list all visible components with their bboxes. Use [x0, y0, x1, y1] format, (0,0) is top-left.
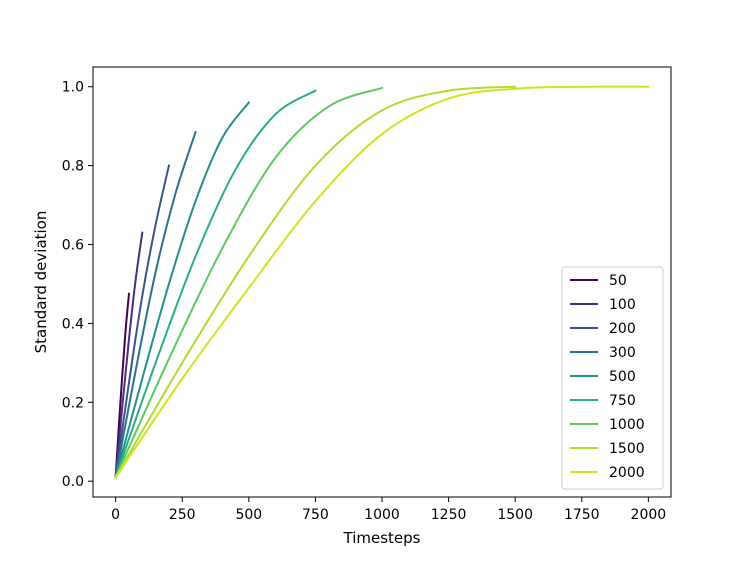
y-tick-label: 0.0 — [62, 474, 84, 490]
legend-label-750: 750 — [609, 393, 636, 409]
y-tick-label: 0.2 — [62, 395, 84, 411]
x-axis: 0 250 500 750 1000 1250 1500 1750 2000 — [111, 497, 666, 523]
legend-label-500: 500 — [609, 369, 636, 385]
series-line-750 — [114, 89, 317, 479]
y-axis-label: Standard deviation — [32, 211, 50, 354]
legend-label-2000: 2000 — [609, 465, 645, 481]
y-tick-label: 0.8 — [62, 159, 84, 175]
series-line-1500 — [114, 85, 517, 479]
legend: 50 100 200 300 500 750 1000 1500 2000 — [561, 266, 664, 490]
x-tick-label: 500 — [235, 507, 262, 523]
plot-lines — [114, 85, 650, 479]
x-tick-label: 1750 — [564, 507, 600, 523]
y-axis: 0.0 0.2 0.4 0.6 0.8 1.0 — [62, 80, 93, 490]
x-axis-label: Timesteps — [343, 529, 421, 547]
series-line-300 — [114, 130, 197, 479]
x-tick-label: 1000 — [364, 507, 400, 523]
series-line-50 — [114, 292, 131, 479]
series-line-1000 — [114, 86, 384, 479]
x-tick-label: 750 — [302, 507, 329, 523]
series-line-2000 — [114, 85, 650, 479]
y-tick-label: 0.4 — [62, 316, 84, 332]
legend-label-50: 50 — [609, 273, 627, 289]
legend-label-200: 200 — [609, 321, 636, 337]
x-tick-label: 1500 — [497, 507, 533, 523]
y-tick-label: 1.0 — [62, 80, 84, 96]
series-line-500 — [114, 101, 251, 479]
legend-label-100: 100 — [609, 297, 636, 313]
x-tick-label: 250 — [169, 507, 196, 523]
x-tick-label: 1250 — [431, 507, 467, 523]
y-tick-label: 0.6 — [62, 238, 84, 254]
legend-box — [561, 266, 664, 490]
legend-label-300: 300 — [609, 345, 636, 361]
series-line-100 — [114, 231, 144, 479]
x-tick-label: 2000 — [631, 507, 667, 523]
legend-label-1000: 1000 — [609, 417, 645, 433]
series-line-200 — [114, 164, 171, 479]
x-tick-label: 0 — [111, 507, 120, 523]
legend-label-1500: 1500 — [609, 441, 645, 457]
